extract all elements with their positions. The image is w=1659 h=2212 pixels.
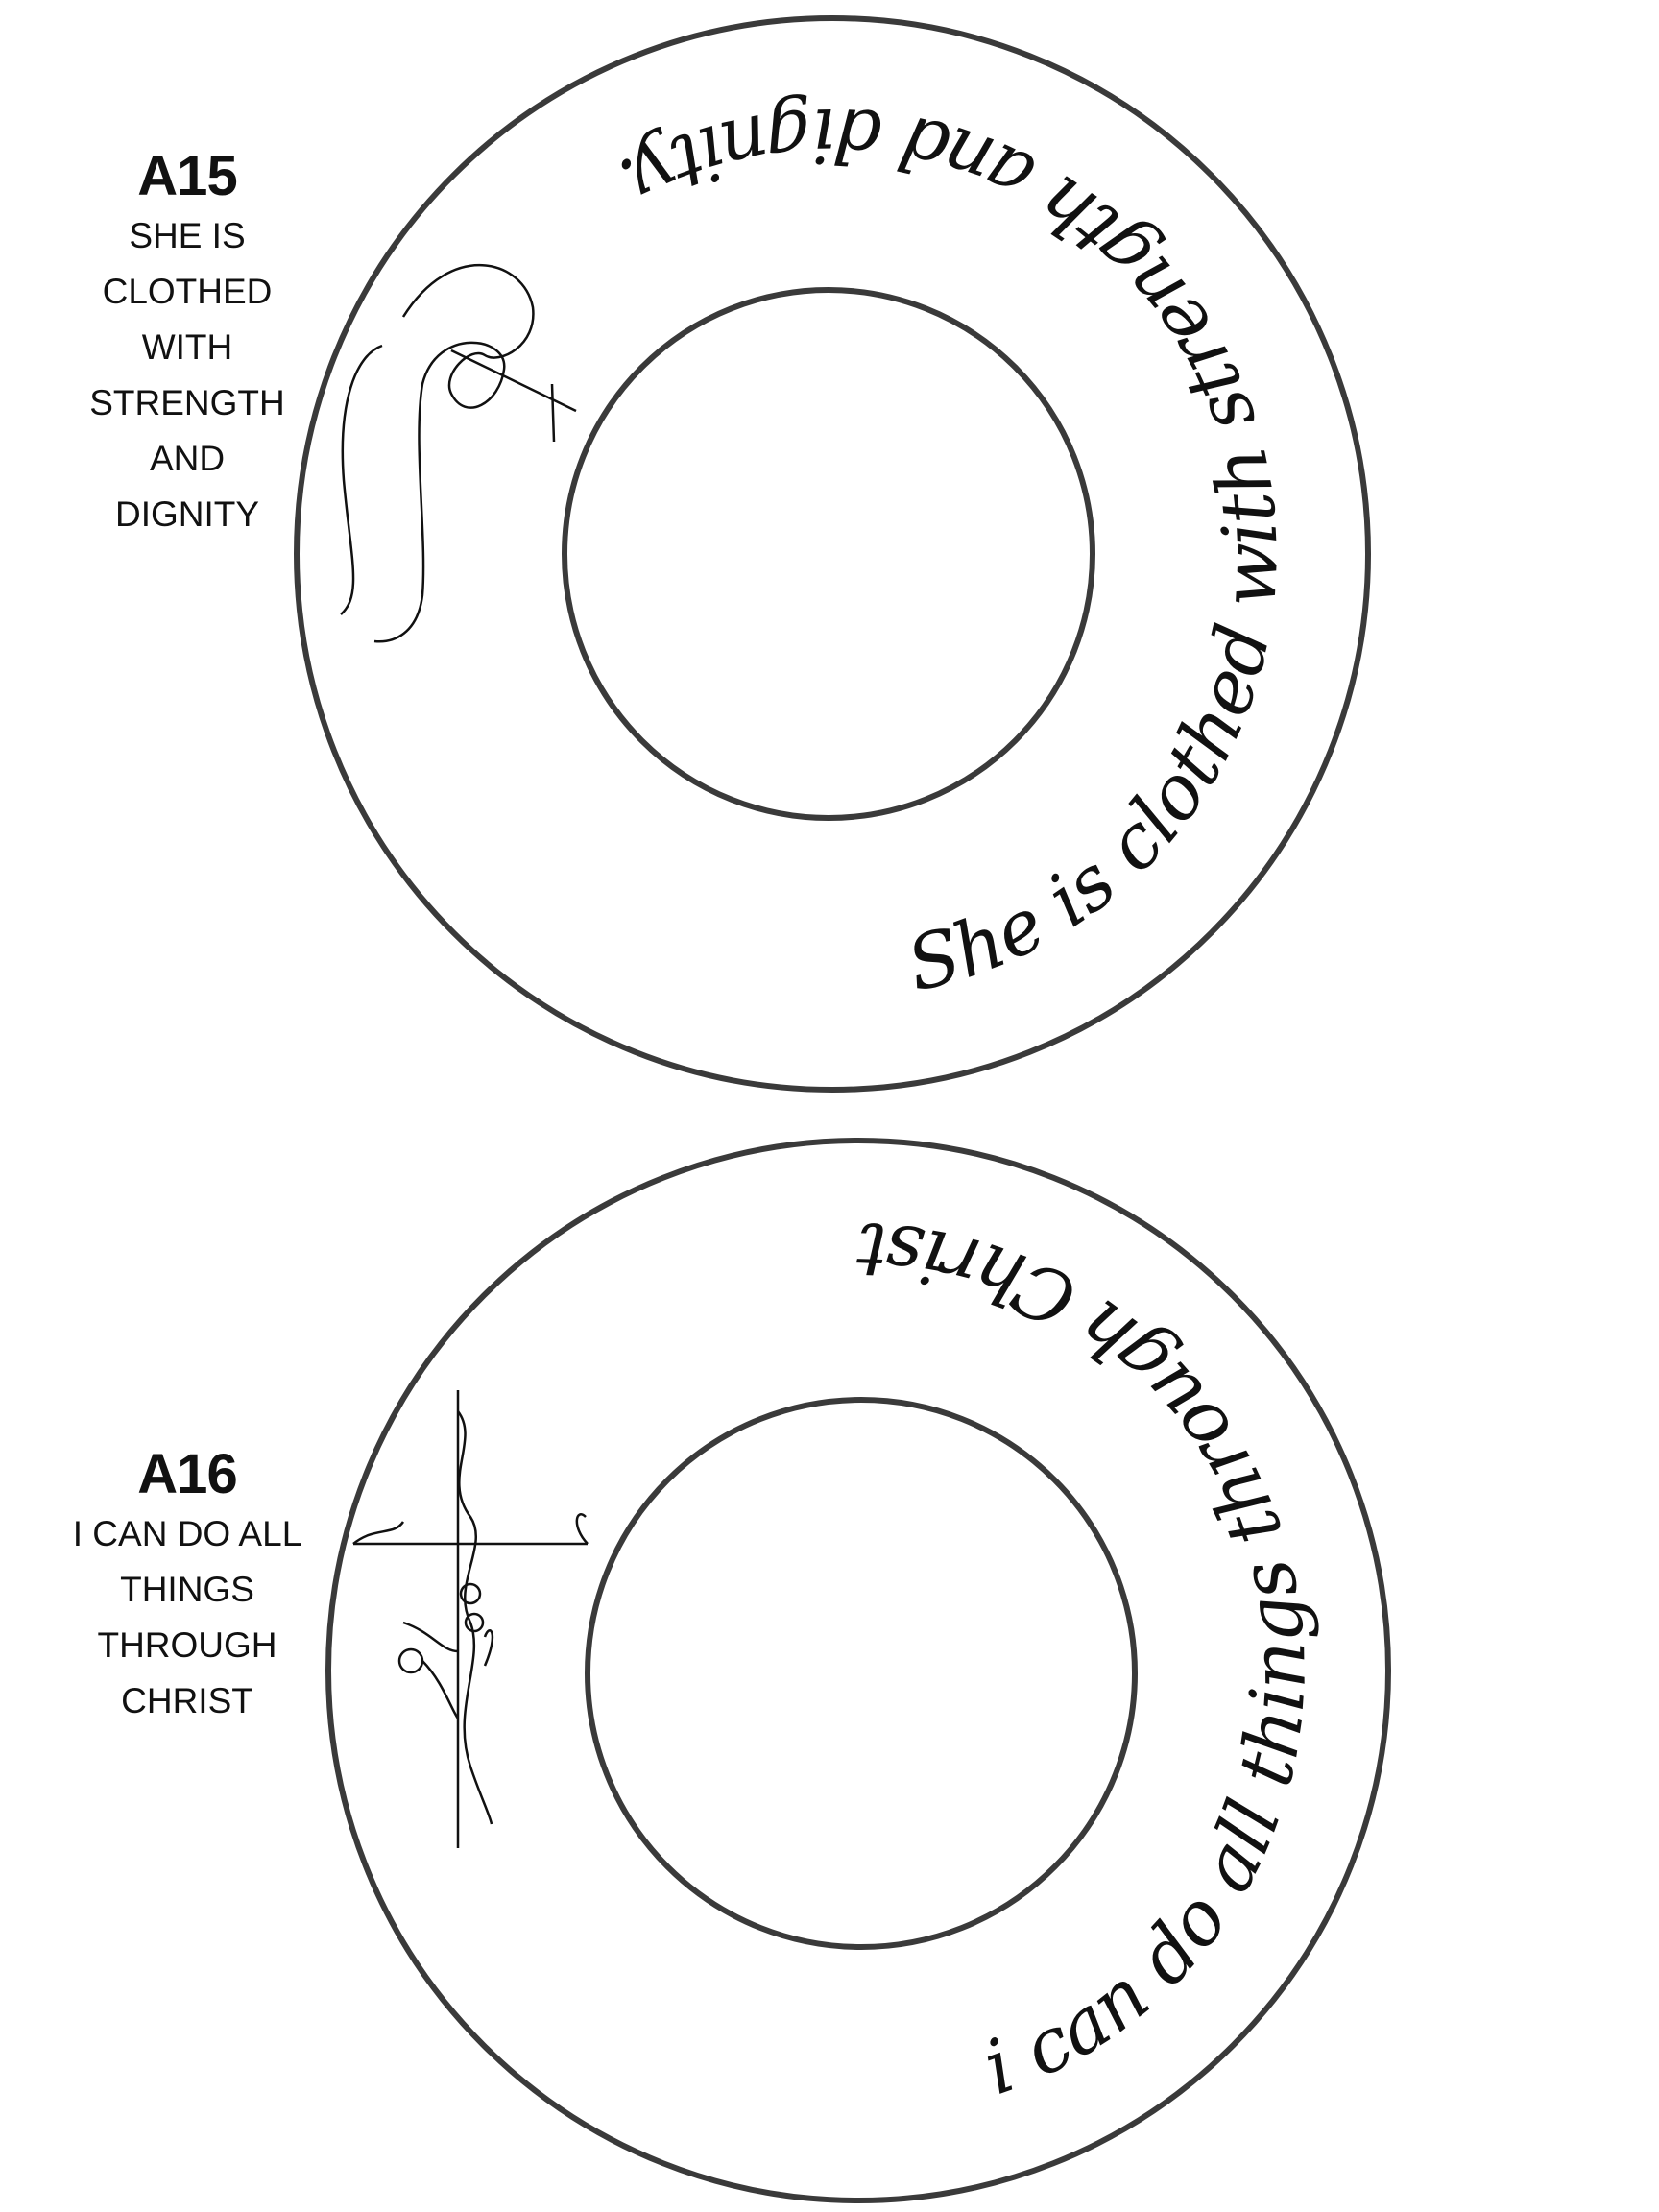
caption-line: SHE IS: [129, 216, 246, 255]
floral-cross-icon: [352, 1390, 589, 1848]
caption-line: WITH: [141, 327, 233, 367]
inner-circle: [562, 287, 1095, 821]
design-label-a15: A15 SHE IS CLOTHED WITH STRENGTH AND DIG…: [43, 144, 331, 542]
caption-line: CLOTHED: [102, 272, 273, 311]
caption-line: AND: [149, 439, 226, 478]
caption-line: DIGNITY: [114, 494, 260, 534]
ring-a15: She is clothed with strength and dignity…: [294, 15, 1391, 2203]
caption-line: THROUGH: [97, 1625, 277, 1665]
caption-line: THINGS: [120, 1570, 254, 1609]
design-label-a16: A16 I CAN DO ALL THINGS THROUGH CHRIST: [43, 1442, 331, 1729]
design-code: A16: [137, 1443, 237, 1505]
inner-circle-a16: [585, 1397, 1138, 1950]
curved-quote-a16: i can do all things through Christ: [854, 1206, 1322, 2112]
design-code: A15: [137, 145, 237, 207]
caption-line: I CAN DO ALL: [72, 1514, 302, 1553]
curved-quote: She is clothed with strength and dignity…: [606, 90, 1296, 1009]
ribbon-cross-icon: [340, 263, 577, 643]
caption-line: STRENGTH: [89, 383, 285, 422]
outer-circle-a16: [325, 1138, 1391, 2203]
outer-circle: [294, 15, 1371, 1093]
caption-line: CHRIST: [121, 1681, 253, 1720]
